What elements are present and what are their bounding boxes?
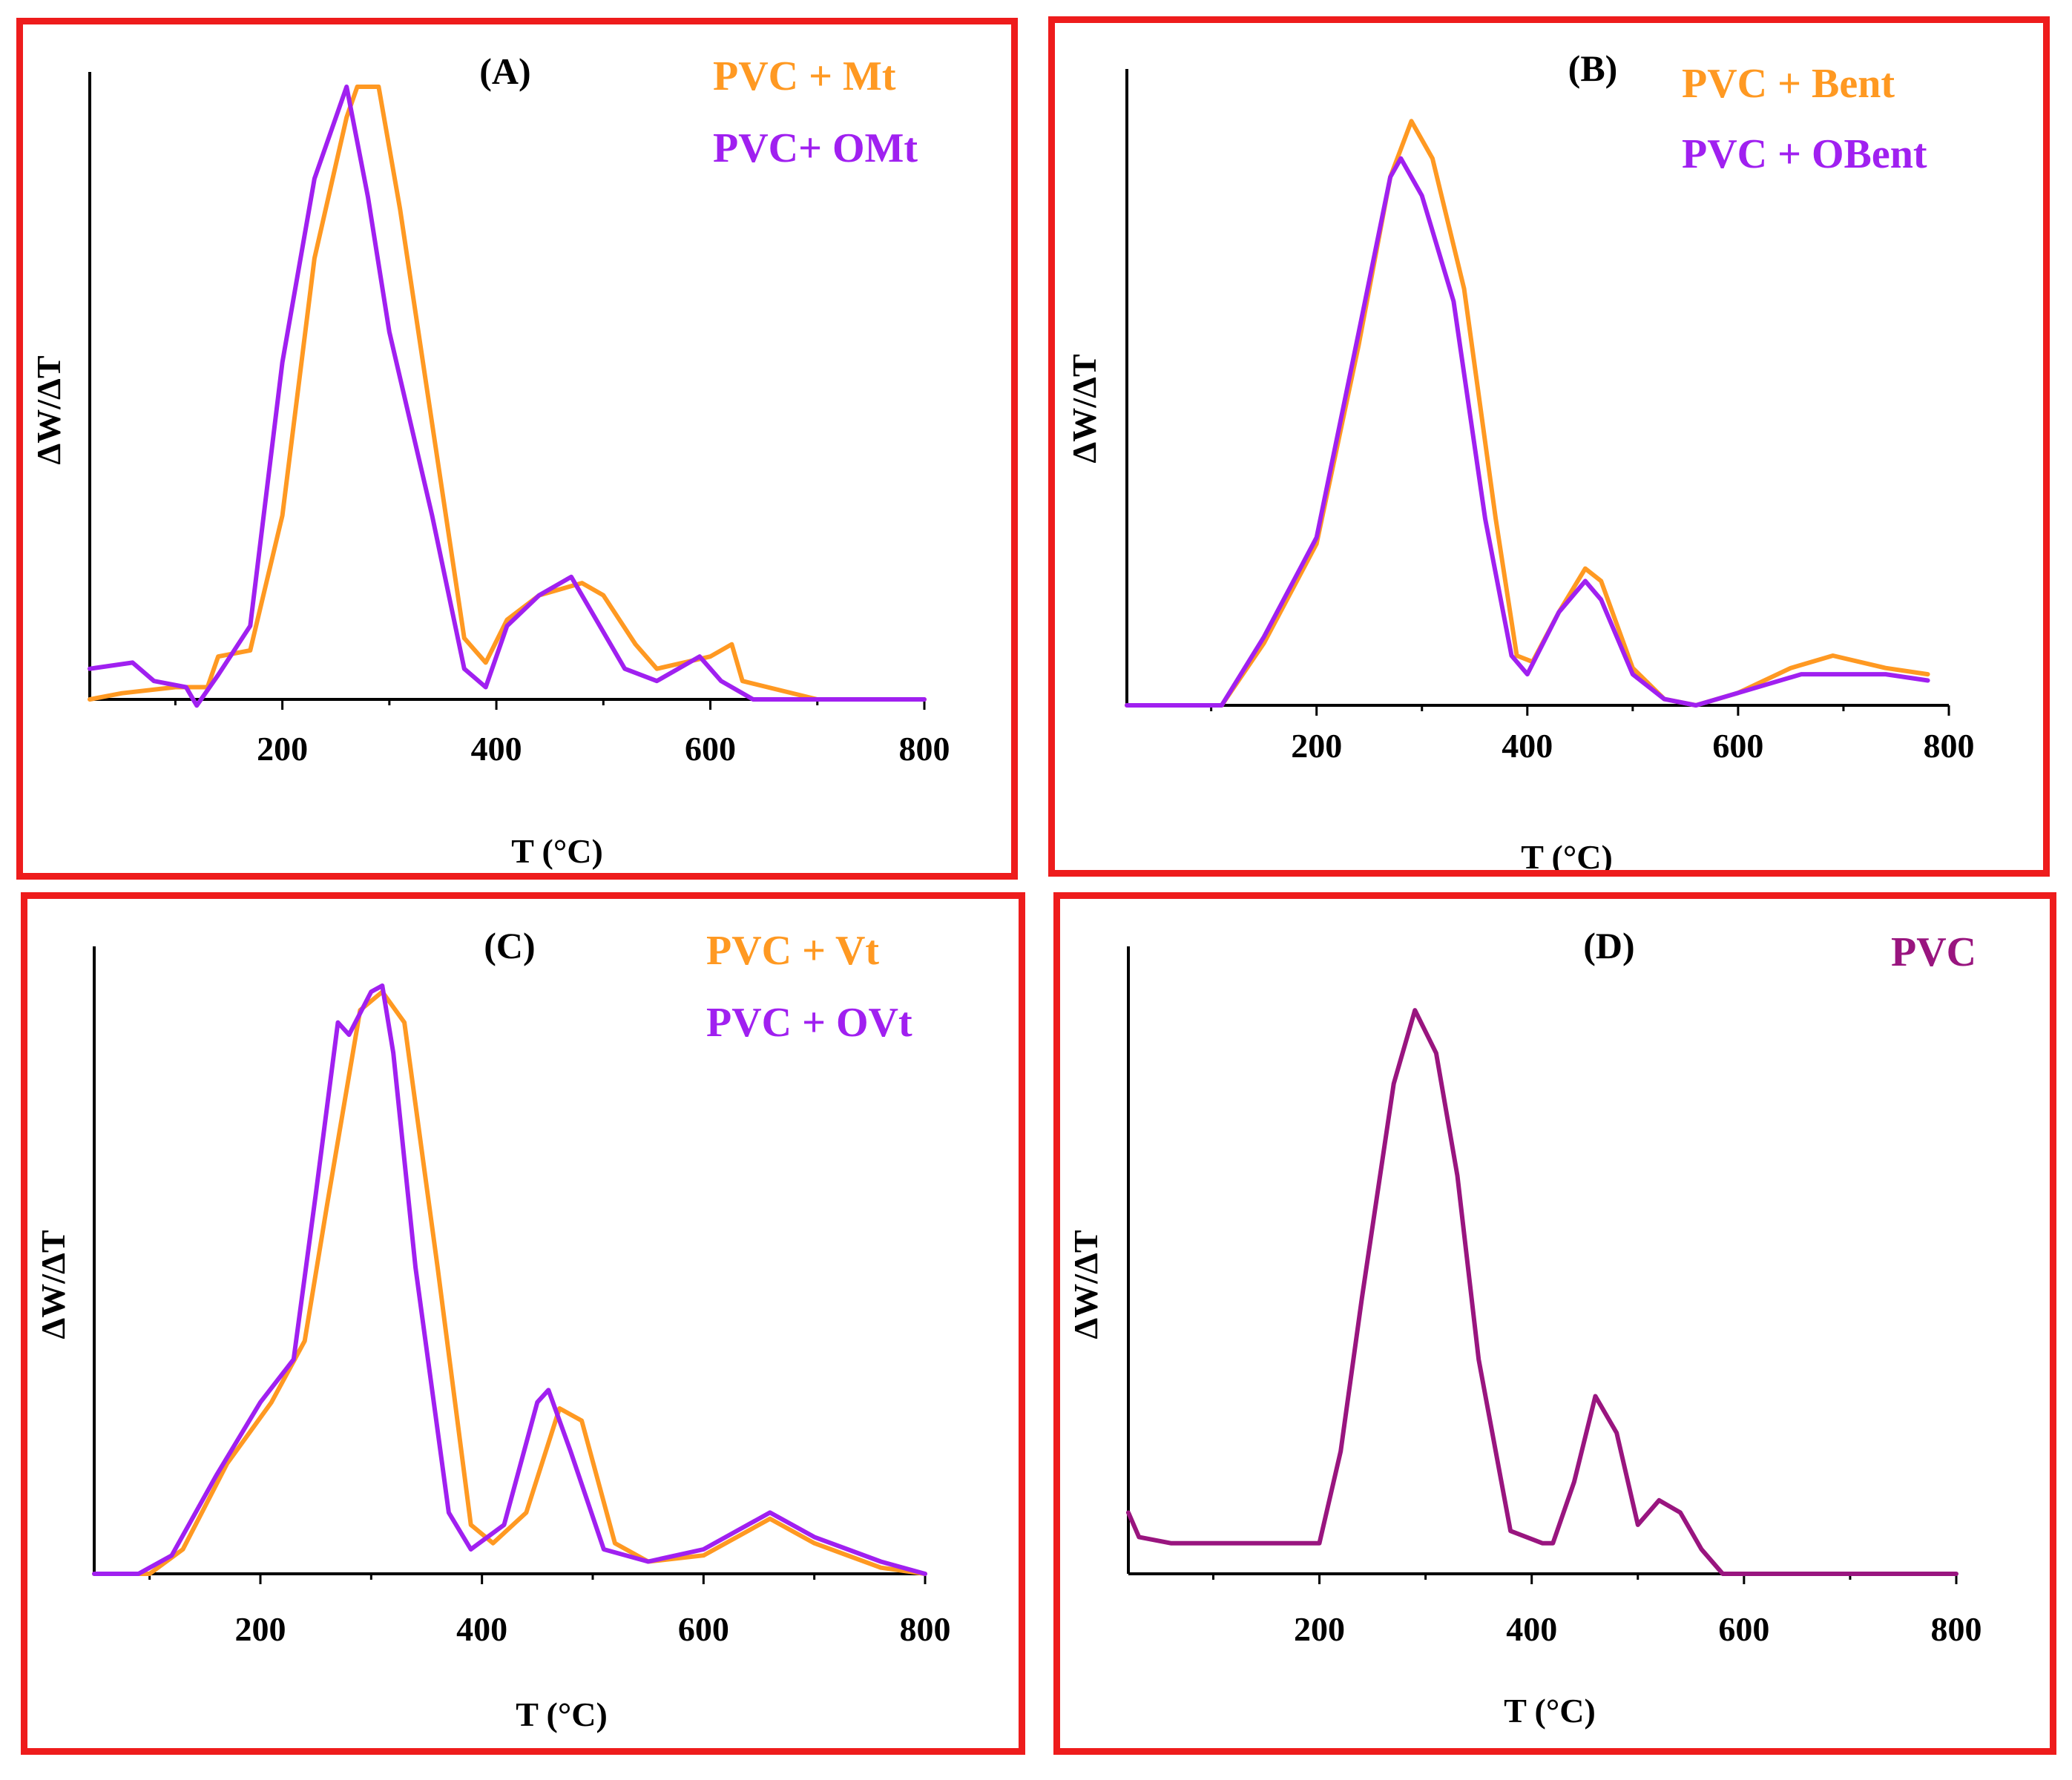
x-tick-label: 600 xyxy=(685,730,736,768)
legend-entry: PVC + OVt xyxy=(706,1000,912,1046)
x-tick-label: 400 xyxy=(1502,727,1553,765)
legend-entry: PVC + Mt xyxy=(713,53,896,99)
y-axis-title: ΔW/ΔT xyxy=(34,1230,72,1339)
series-line-pvc-mt xyxy=(88,85,927,702)
panel-label: (C) xyxy=(484,925,535,966)
panel-label: (A) xyxy=(479,50,530,92)
x-tick-label: 800 xyxy=(900,1610,951,1648)
chart-d: 200 400 600 800 T (°C) ΔW/ΔT (D) PVC xyxy=(1067,925,1982,1730)
x-tick-label: 600 xyxy=(1712,727,1763,765)
panel-label: (D) xyxy=(1583,925,1634,966)
legend-entry: PVC + OBent xyxy=(1682,131,1927,177)
x-tick-label: 800 xyxy=(1931,1610,1982,1648)
legend-entry: PVC xyxy=(1891,929,1976,975)
x-tick-label: 200 xyxy=(257,730,308,768)
x-tick-label: 200 xyxy=(235,1610,286,1648)
x-tick-label: 400 xyxy=(471,730,522,768)
chart-panel-a: 200 400 600 800 T (°C) ΔW/ΔT (A) PVC + Mt PVC+ O… xyxy=(16,18,1018,880)
x-tick-label: 800 xyxy=(899,730,950,768)
series-line-pvc-omt xyxy=(88,85,927,708)
series-line-pvc xyxy=(1126,1008,1958,1576)
chart-c: 200 400 600 800 T (°C) ΔW/ΔT (C) PVC + Vt PVC + … xyxy=(34,925,951,1733)
x-tick-label: 200 xyxy=(1294,1610,1345,1648)
y-axis-title: ΔW/ΔT xyxy=(1067,1230,1105,1339)
x-axis-title: T (°C) xyxy=(1521,838,1613,870)
x-tick-label: 400 xyxy=(456,1610,507,1648)
series-line-pvc-bent xyxy=(1125,119,1930,708)
y-axis-title: ΔW/ΔT xyxy=(1065,354,1103,463)
x-tick-label: 200 xyxy=(1291,727,1342,765)
x-axis-title: T (°C) xyxy=(516,1695,608,1733)
legend-entry: PVC + Bent xyxy=(1682,61,1895,107)
x-axis-title: T (°C) xyxy=(511,832,603,870)
x-tick-label: 600 xyxy=(678,1610,729,1648)
x-tick-label: 400 xyxy=(1506,1610,1557,1648)
chart-panel-b: 200 400 600 800 T (°C) ΔW/ΔT (B) PVC + Bent PVC … xyxy=(1048,16,2050,877)
series-line-pvc-ovt xyxy=(92,983,927,1576)
chart-a: 200 400 600 800 T (°C) ΔW/ΔT (A) PVC + Mt PVC+ O… xyxy=(30,50,950,870)
chart-panel-d: 200 400 600 800 T (°C) ΔW/ΔT (D) PVC xyxy=(1053,892,2056,1755)
x-tick-label: 800 xyxy=(1924,727,1975,765)
chart-panel-c: 200 400 600 800 T (°C) ΔW/ΔT (C) PVC + Vt PVC + … xyxy=(21,892,1025,1755)
legend-entry: PVC+ OMt xyxy=(713,125,918,171)
legend-entry: PVC + Vt xyxy=(706,928,879,974)
panel-label: (B) xyxy=(1568,47,1618,89)
y-axis-title: ΔW/ΔT xyxy=(30,355,68,464)
series-line-pvc-vt xyxy=(92,989,927,1576)
series-line-pvc-obent xyxy=(1125,156,1930,708)
x-tick-label: 600 xyxy=(1718,1610,1769,1648)
x-axis-title: T (°C) xyxy=(1504,1692,1596,1730)
chart-b: 200 400 600 800 T (°C) ΔW/ΔT (B) PVC + Bent PVC … xyxy=(1065,47,1975,870)
